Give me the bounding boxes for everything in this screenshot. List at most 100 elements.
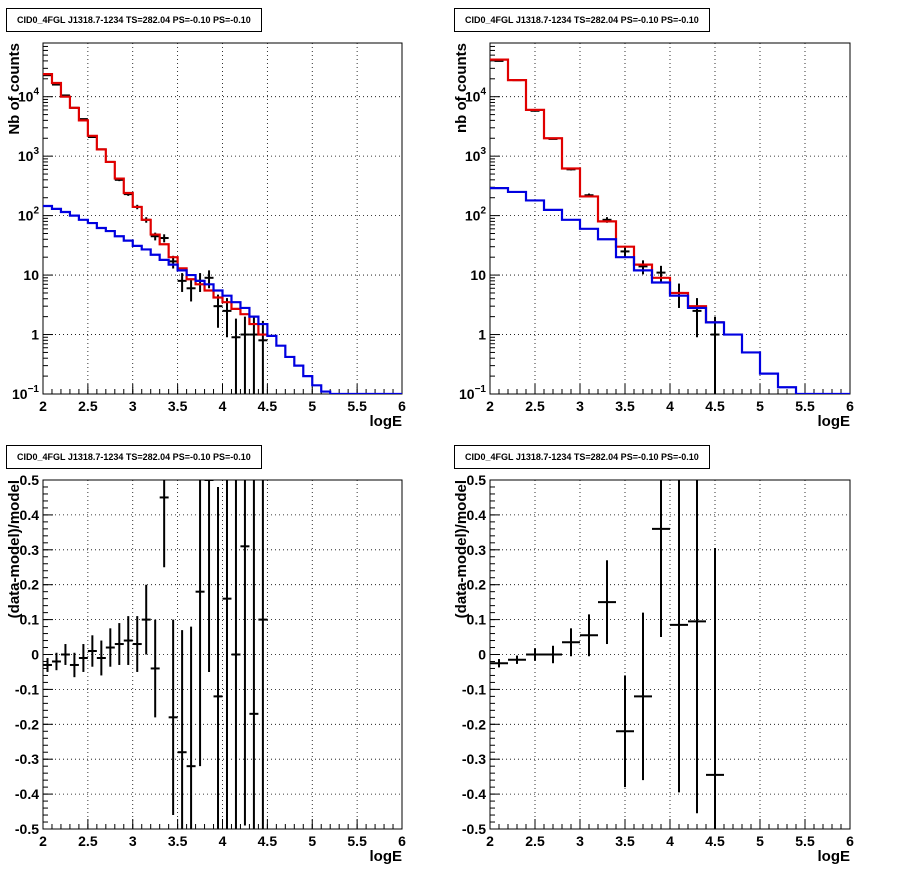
data-point [616, 675, 634, 788]
y-tick-label: -0.3 [15, 751, 39, 767]
x-tick-label: 2 [39, 398, 47, 414]
y-tick-label: 104 [18, 87, 40, 105]
y-tick-label: 0 [31, 647, 39, 663]
y-tick-exponent: 3 [33, 146, 39, 157]
x-tick-label: 4 [666, 833, 674, 849]
data-point [258, 480, 268, 829]
data-point [231, 318, 241, 394]
data-point [123, 616, 133, 665]
data-point [186, 279, 196, 302]
y-tick-label: 104 [465, 87, 487, 105]
data-point [670, 480, 688, 793]
x-tick-label: 4 [219, 833, 227, 849]
grid [490, 43, 850, 394]
data-point [150, 619, 160, 718]
counts-plot-left: 2 2.5 3 3.5 4 4.5 5 5.5 610−1110102103104logENb … [6, 42, 406, 430]
data-point [204, 270, 214, 289]
data-point [598, 560, 616, 645]
data-point [213, 486, 223, 829]
y-tick-label: 0.4 [467, 507, 487, 523]
panel-counts-right: CID0_4FGL J1318.7-1234 TS=282.04 PS=-0.1… [449, 0, 898, 437]
x-axis-label: logE [818, 848, 851, 865]
data-point [96, 640, 106, 676]
chart-title: CID0_4FGL J1318.7-1234 TS=282.04 PS=-0.1… [454, 445, 710, 469]
x-tick-label: 5.5 [347, 398, 367, 414]
y-tick-label: -0.4 [462, 786, 486, 802]
data-point [105, 628, 115, 667]
x-tick-label: 5 [308, 398, 316, 414]
data-point [159, 234, 169, 243]
data-point [222, 298, 232, 338]
data-point [249, 316, 259, 394]
x-tick-label: 3 [576, 833, 584, 849]
data-point [177, 630, 187, 829]
x-tick-label: 5 [756, 833, 764, 849]
data-point [240, 480, 250, 826]
data-point [231, 480, 241, 829]
y-tick-exponent: 3 [480, 146, 486, 157]
x-tick-label: 6 [398, 833, 406, 849]
data-layer [43, 480, 268, 829]
y-tick-base: 10 [12, 386, 28, 402]
data-point [620, 246, 630, 258]
data-point [186, 626, 196, 829]
data-point [240, 316, 250, 394]
data-point [87, 635, 97, 667]
y-tick-label: -0.5 [15, 821, 39, 837]
data-point [132, 616, 142, 672]
x-tick-label: 4.5 [258, 833, 278, 849]
x-tick-label: 3 [129, 398, 137, 414]
x-tick-label: 5.5 [795, 833, 815, 849]
data-point [562, 628, 580, 657]
y-tick-exponent: −1 [28, 384, 40, 395]
x-tick-label: 5 [756, 398, 764, 414]
x-tick-label: 4.5 [705, 398, 725, 414]
x-tick-label: 5.5 [795, 398, 815, 414]
counts-plot-right: 2 2.5 3 3.5 4 4.5 5 5.5 610−1110102103104logEnb … [453, 42, 854, 430]
x-tick-label: 3.5 [168, 398, 188, 414]
x-tick-label: 2.5 [525, 398, 545, 414]
y-tick-label: -0.2 [15, 716, 39, 732]
x-axis-label: logE [370, 413, 403, 430]
x-tick-label: 3.5 [615, 833, 635, 849]
data-point [195, 273, 205, 292]
x-tick-label: 6 [846, 398, 854, 414]
y-tick-label: 0.3 [20, 542, 40, 558]
y-tick-label: 10 [23, 267, 39, 283]
y-axis-label: (data-model)/model [453, 480, 470, 618]
y-tick-label: 1 [478, 327, 486, 343]
y-tick-label: -0.1 [462, 681, 486, 697]
y-tick-base: 10 [18, 89, 34, 105]
panel-residual-left: CID0_4FGL J1318.7-1234 TS=282.04 PS=-0.1… [0, 437, 449, 875]
x-axis-label: logE [370, 848, 403, 865]
y-tick-label: 0.2 [467, 577, 487, 593]
y-tick-label: -0.3 [462, 751, 486, 767]
y-tick-label: 102 [18, 206, 40, 224]
x-tick-label: 4 [666, 398, 674, 414]
residual-plot-left: 2 2.5 3 3.5 4 4.5 5 5.5 6 -0.5 -0.4 -0.3 -0.2 -0.1 0 0.… [6, 472, 406, 865]
chart-title: CID0_4FGL J1318.7-1234 TS=282.04 PS=-0.1… [454, 8, 710, 32]
y-tick-exponent: 4 [33, 87, 39, 98]
data-point [258, 320, 268, 394]
data-point [656, 265, 666, 282]
data-point [652, 480, 670, 638]
x-axis-label: logE [818, 413, 851, 430]
data-point [195, 480, 205, 767]
data-point [141, 584, 151, 655]
grid [43, 480, 402, 829]
data-point [177, 273, 187, 292]
data-layer [490, 480, 724, 829]
data-point [69, 652, 79, 678]
x-tick-label: 3.5 [168, 833, 188, 849]
x-tick-label: 3.5 [615, 398, 635, 414]
data-point [78, 644, 88, 672]
y-axis-label: Nb of counts [6, 43, 23, 135]
y-tick-base: 10 [18, 148, 34, 164]
background-histogram [43, 204, 402, 394]
model-histogram [43, 72, 268, 336]
y-tick-label: -0.2 [462, 716, 486, 732]
y-axis-label: (data-model)/model [6, 480, 23, 618]
y-tick-base: 10 [465, 148, 481, 164]
residual-plot-right: 2 2.5 3 3.5 4 4.5 5 5.5 6 -0.5 -0.4 -0.3 -0.2 -0.1 0 0.… [453, 472, 854, 865]
data-point [43, 657, 52, 672]
